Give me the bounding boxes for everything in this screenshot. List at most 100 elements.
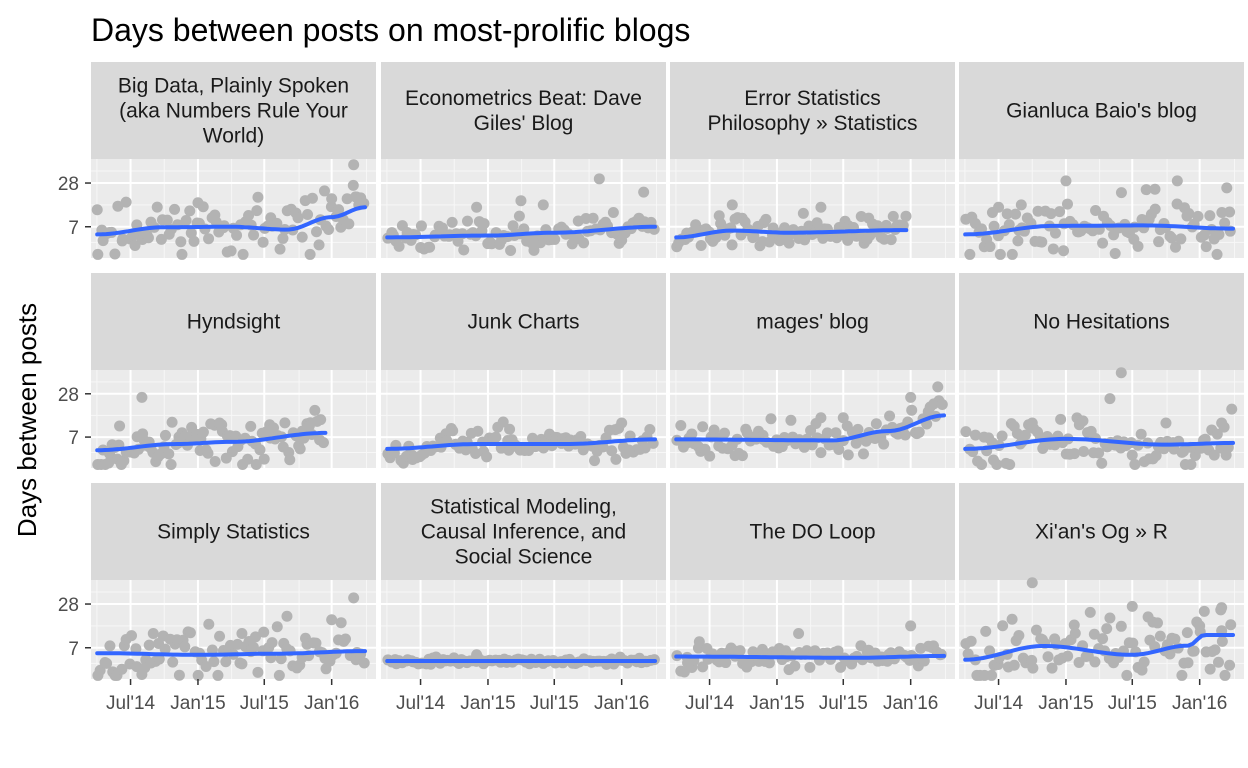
data-point	[296, 231, 308, 243]
data-point	[857, 448, 869, 460]
data-point	[1093, 447, 1105, 459]
data-point	[793, 628, 805, 640]
data-point	[1068, 448, 1080, 460]
facet-strip	[381, 273, 666, 370]
data-point	[1188, 645, 1200, 657]
data-point	[1006, 613, 1018, 625]
data-point	[136, 391, 148, 403]
data-point	[424, 241, 436, 253]
data-point	[1045, 208, 1057, 220]
data-point	[188, 235, 200, 247]
data-point	[1008, 659, 1020, 671]
data-point	[258, 453, 270, 465]
data-point	[994, 248, 1006, 260]
data-point	[905, 391, 917, 403]
data-point	[1171, 175, 1183, 187]
facet-strip-label: Error Statistics	[744, 87, 881, 110]
data-point	[129, 240, 141, 252]
facet-strip-label: Giles' Blog	[474, 112, 574, 135]
data-point	[281, 610, 293, 622]
data-point	[1089, 656, 1101, 668]
data-point	[1069, 627, 1081, 639]
facet-panel: Statistical Modeling,Causal Inference, a…	[381, 483, 666, 714]
data-point	[644, 423, 656, 435]
data-point	[991, 458, 1003, 470]
data-point	[317, 437, 329, 449]
data-point	[1219, 217, 1231, 229]
data-point	[175, 236, 187, 248]
facet-strip-label: Junk Charts	[467, 311, 579, 334]
data-point	[763, 657, 775, 669]
x-tick-label: Jan'15	[460, 693, 515, 714]
data-point	[1084, 606, 1096, 618]
data-point	[720, 657, 732, 669]
data-point	[1003, 219, 1015, 231]
facet-strip	[381, 62, 666, 159]
data-point	[815, 447, 827, 459]
data-point	[179, 641, 191, 653]
data-point	[1200, 241, 1212, 253]
data-point	[458, 244, 470, 256]
data-point	[964, 248, 976, 260]
x-tick-label: Jul'15	[240, 693, 289, 714]
data-point	[513, 210, 525, 222]
data-point	[695, 240, 707, 252]
data-point	[208, 656, 220, 668]
data-point	[472, 425, 484, 437]
data-point	[1213, 229, 1225, 241]
data-point	[1042, 651, 1054, 663]
data-point	[1019, 429, 1031, 441]
data-point	[936, 399, 948, 411]
data-point	[130, 643, 142, 655]
data-point	[1216, 417, 1228, 429]
data-point	[1001, 208, 1013, 220]
x-tick-label: Jan'16	[594, 693, 649, 714]
data-point	[870, 418, 882, 430]
data-point	[1006, 248, 1018, 260]
data-point	[347, 179, 359, 191]
data-point	[220, 656, 232, 668]
data-point	[1169, 241, 1181, 253]
x-tick-label: Jan'16	[883, 693, 938, 714]
data-point	[616, 417, 628, 429]
data-point	[348, 159, 360, 171]
x-tick-label: Jul'15	[819, 693, 868, 714]
data-point	[1062, 650, 1074, 662]
data-point	[471, 649, 483, 661]
data-point	[830, 427, 842, 439]
data-point	[481, 451, 493, 463]
data-point	[1013, 629, 1025, 641]
data-point	[161, 214, 173, 226]
y-tick-label: 28	[58, 385, 79, 406]
x-tick-label: Jan'16	[1172, 693, 1227, 714]
data-point	[163, 448, 175, 460]
data-point	[310, 637, 322, 649]
facet-panel: Big Data, Plainly Spoken(aka Numbers Rul…	[58, 62, 376, 260]
smooth-line	[674, 653, 946, 660]
facet-grid: Big Data, Plainly Spoken(aka Numbers Rul…	[58, 62, 1244, 714]
data-point	[393, 240, 405, 252]
data-point	[315, 414, 327, 426]
data-point	[326, 614, 338, 626]
data-point	[274, 243, 286, 255]
data-point	[1211, 428, 1223, 440]
data-point	[1015, 199, 1027, 211]
x-tick-label: Jan'15	[749, 693, 804, 714]
data-point	[996, 430, 1008, 442]
data-point	[203, 233, 215, 245]
facet-strip-label: (aka Numbers Rule Your	[119, 100, 348, 123]
smooth-line	[963, 223, 1235, 237]
facet-strip-label: The DO Loop	[749, 521, 875, 544]
data-point	[159, 643, 171, 655]
data-point	[1204, 210, 1216, 222]
data-point	[1185, 458, 1197, 470]
data-point	[120, 196, 132, 208]
facet-strip-label: Xi'an's Og » R	[1035, 521, 1168, 544]
data-point	[815, 412, 827, 424]
data-point	[284, 454, 296, 466]
data-point	[341, 193, 353, 205]
data-point	[478, 218, 490, 230]
data-point	[1046, 662, 1058, 674]
data-point	[1068, 619, 1080, 631]
data-point	[1126, 600, 1138, 612]
